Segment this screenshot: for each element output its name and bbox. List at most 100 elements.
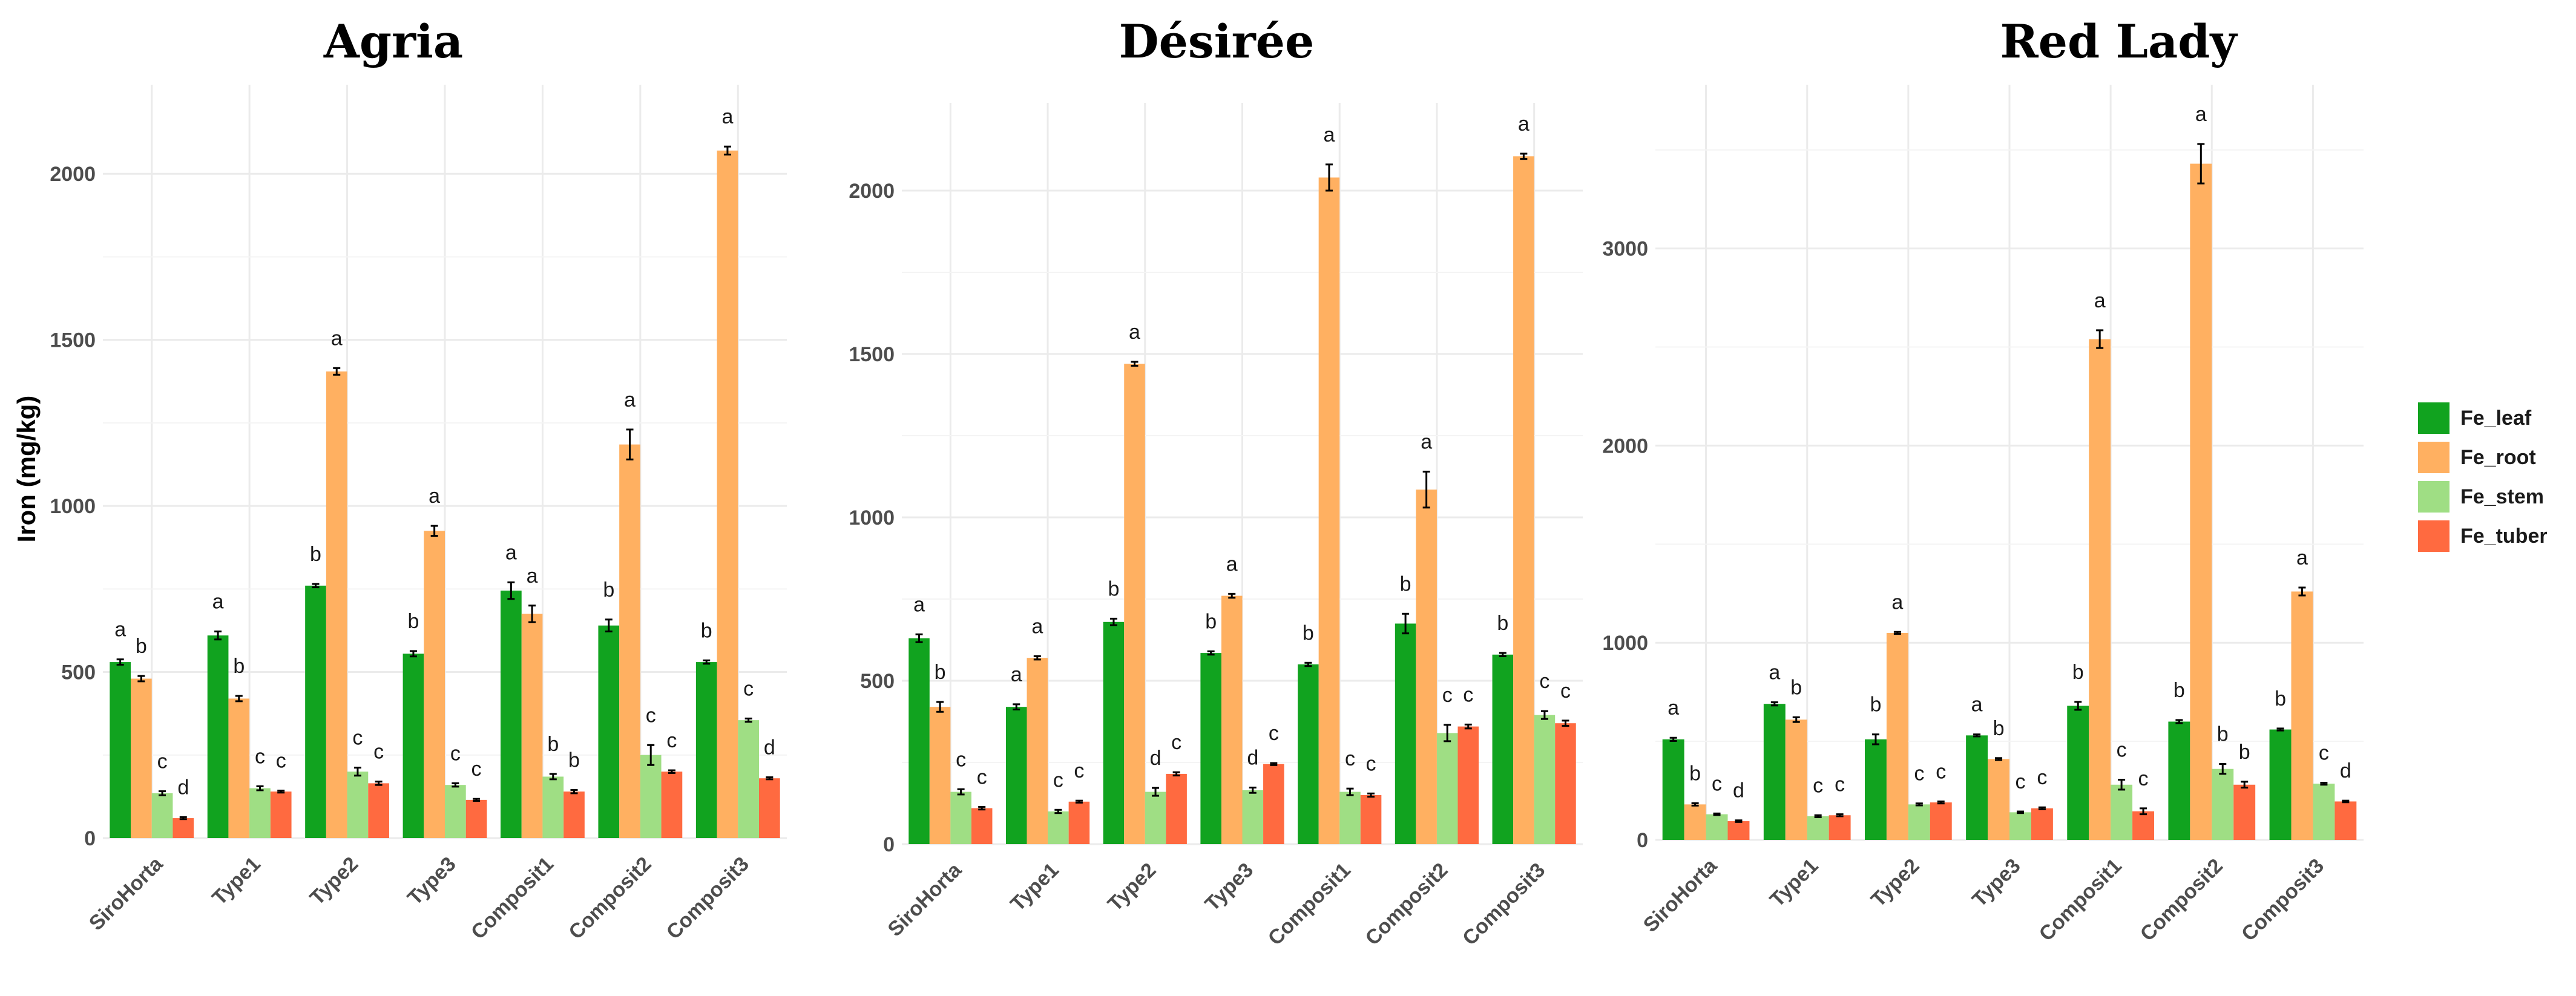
bar-fe-leaf bbox=[207, 635, 229, 838]
error-bar bbox=[2197, 143, 2205, 185]
error-bar bbox=[2276, 727, 2284, 732]
y-tick-label: 1000 bbox=[849, 506, 895, 529]
bar-fe-stem bbox=[2009, 812, 2031, 840]
bar-fe-stem bbox=[1242, 790, 1264, 844]
significance-letter: a bbox=[212, 591, 224, 614]
x-tick-label: Composit1 bbox=[1264, 859, 1355, 950]
bar-fe-stem bbox=[1145, 791, 1166, 844]
error-bar bbox=[2241, 781, 2249, 789]
error-bar bbox=[1228, 592, 1236, 599]
error-bar bbox=[2016, 810, 2024, 814]
bar-fe-stem bbox=[1706, 814, 1728, 840]
bar-fe-root bbox=[929, 707, 951, 844]
error-bar bbox=[1499, 652, 1506, 657]
y-tick-label: 1000 bbox=[50, 495, 96, 518]
error-bar bbox=[1346, 787, 1354, 796]
significance-letter: a bbox=[1226, 552, 1238, 575]
significance-letter: b bbox=[1790, 676, 1802, 699]
bar-fe-root bbox=[228, 698, 250, 838]
error-bar bbox=[1871, 733, 1879, 745]
bar-fe-stem bbox=[1807, 816, 1829, 840]
error-bar bbox=[1735, 819, 1743, 823]
significance-letter: b bbox=[1303, 621, 1314, 644]
bar-fe-stem bbox=[950, 791, 971, 844]
bar-fe-root bbox=[1124, 364, 1145, 844]
bar-fe-tuber bbox=[2334, 801, 2357, 840]
error-bar bbox=[744, 717, 752, 723]
significance-letter: c bbox=[1269, 722, 1279, 745]
significance-letter: c bbox=[956, 748, 966, 771]
error-bar bbox=[1464, 723, 1472, 730]
error-bar bbox=[507, 581, 515, 600]
error-bar bbox=[528, 604, 536, 623]
significance-letter: c bbox=[1053, 768, 1063, 791]
error-bar bbox=[2320, 782, 2328, 786]
error-bar bbox=[668, 769, 675, 774]
significance-letter: c bbox=[1835, 773, 1845, 796]
significance-letter: b bbox=[547, 733, 559, 756]
significance-letter: c bbox=[2117, 739, 2127, 762]
y-tick-label: 3000 bbox=[1602, 238, 1648, 261]
significance-letter: b bbox=[233, 655, 245, 678]
error-bar bbox=[214, 631, 222, 641]
y-tick-label: 0 bbox=[883, 833, 895, 856]
significance-letter: c bbox=[352, 727, 363, 750]
significance-letter: c bbox=[1813, 774, 1823, 797]
bar-fe-leaf bbox=[1298, 664, 1319, 844]
x-tick-label: Type2 bbox=[306, 853, 363, 910]
x-tick-label: Composit3 bbox=[1458, 859, 1549, 950]
bar-fe-tuber bbox=[1068, 801, 1090, 844]
error-bar bbox=[116, 658, 124, 666]
error-bar bbox=[936, 701, 944, 713]
error-bar bbox=[1033, 655, 1041, 661]
bar-fe-tuber bbox=[1555, 723, 1576, 844]
error-bar bbox=[2074, 701, 2082, 711]
significance-letter: a bbox=[114, 618, 126, 641]
significance-letter: c bbox=[1539, 670, 1549, 693]
bar-fe-tuber bbox=[2233, 784, 2256, 840]
significance-letter: c bbox=[255, 745, 265, 768]
bar-fe-stem bbox=[249, 788, 271, 838]
error-bar bbox=[473, 798, 481, 802]
error-bar bbox=[1792, 716, 1800, 723]
y-tick-label: 2000 bbox=[50, 163, 96, 186]
bar-fe-tuber bbox=[1166, 773, 1187, 844]
significance-letter: a bbox=[721, 105, 733, 128]
significance-letter: a bbox=[2094, 289, 2106, 312]
significance-letter: d bbox=[1733, 779, 1744, 802]
error-bar bbox=[1109, 617, 1117, 626]
significance-letter: b bbox=[2239, 741, 2250, 764]
error-bar bbox=[409, 650, 417, 658]
bar-fe-leaf bbox=[2269, 729, 2292, 840]
x-tick-label: Composit2 bbox=[1361, 859, 1452, 950]
error-bar bbox=[723, 145, 731, 156]
bar-fe-tuber bbox=[971, 808, 993, 844]
bar-fe-root bbox=[2291, 591, 2313, 840]
error-bar bbox=[1422, 470, 1430, 509]
bar-fe-leaf bbox=[1005, 707, 1027, 844]
significance-letter: c bbox=[373, 741, 384, 764]
bar-fe-tuber bbox=[1360, 795, 1382, 844]
significance-letter: b bbox=[1205, 610, 1217, 633]
significance-letter: d bbox=[1150, 747, 1162, 770]
error-bar bbox=[2298, 586, 2306, 597]
significance-letter: a bbox=[2195, 103, 2207, 126]
bar-fe-stem bbox=[445, 785, 466, 838]
error-bar bbox=[2175, 719, 2183, 724]
bar-fe-leaf bbox=[1864, 739, 1887, 840]
error-bar bbox=[2118, 779, 2126, 791]
significance-letter: c bbox=[276, 750, 286, 773]
significance-letter: a bbox=[913, 593, 925, 616]
error-bar bbox=[1669, 736, 1677, 742]
x-tick-label: Composit2 bbox=[2136, 854, 2227, 946]
bar-fe-leaf bbox=[1103, 621, 1125, 844]
error-bar bbox=[626, 428, 634, 460]
bar-fe-leaf bbox=[598, 625, 620, 838]
panel-title: Agria bbox=[323, 15, 463, 68]
legend-item: Fe_stem bbox=[2418, 481, 2544, 513]
error-bar bbox=[235, 695, 243, 703]
legend-label: Fe_stem bbox=[2460, 485, 2544, 508]
legend: Fe_leaf Fe_root Fe_stem Fe_tuber bbox=[2418, 402, 2548, 552]
